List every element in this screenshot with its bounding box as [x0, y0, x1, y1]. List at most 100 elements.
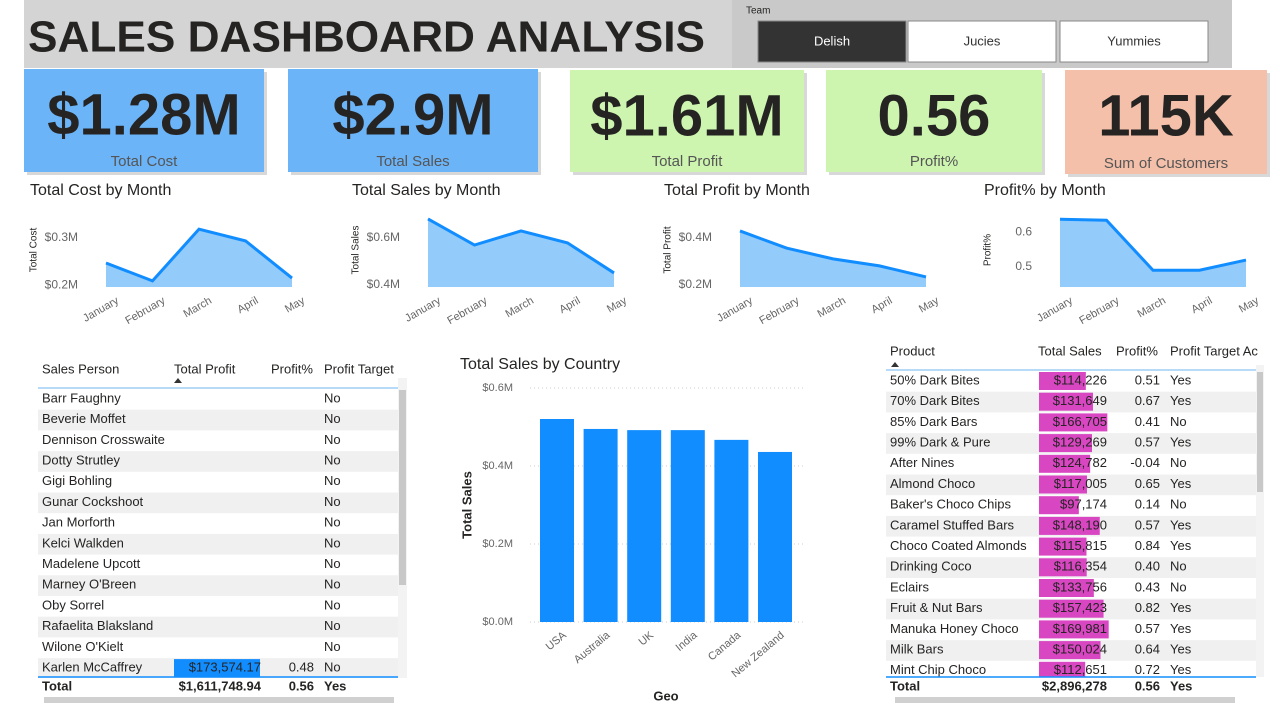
kpi-value: $1.28M: [47, 82, 240, 147]
data-bar: [1039, 558, 1087, 577]
data-bar: [174, 659, 260, 678]
cell: Caramel Stuffed Bars: [890, 517, 1015, 532]
y-tick-label: $0.6M: [482, 382, 513, 394]
kpi-label: Total Profit: [652, 153, 724, 170]
column-header: Profit%: [271, 361, 313, 376]
cell: 0.57: [1135, 435, 1160, 450]
column-header: Total Profit: [174, 361, 236, 376]
cell: 0.40: [1135, 559, 1160, 574]
total-cell: $1,611,748.94: [179, 678, 262, 693]
total-cell: 0.56: [289, 678, 314, 693]
y-axis-label: Total Sales: [459, 471, 474, 539]
cell: $97,174: [1060, 497, 1107, 512]
cell: Eclairs: [890, 579, 930, 594]
cell: 50% Dark Bites: [890, 372, 980, 387]
x-tick-label: February: [123, 294, 168, 327]
bar: [627, 430, 662, 622]
cell: After Nines: [890, 455, 955, 470]
cell: $129,269: [1053, 435, 1107, 450]
chart-title: Profit% by Month: [984, 182, 1106, 199]
chart-title: Total Sales by Month: [352, 182, 501, 199]
x-tick-label: January: [1035, 294, 1075, 324]
cell: Yes: [1170, 372, 1192, 387]
cell: 0.57: [1135, 621, 1160, 636]
cell: Oby Sorrel: [42, 597, 104, 612]
data-bar: [1039, 454, 1091, 473]
total-cell: Total: [42, 678, 72, 693]
cell: Mint Chip Choco: [890, 662, 986, 677]
cell: 99% Dark & Pure: [890, 435, 990, 450]
slicer-label: Team: [746, 6, 770, 17]
cell: No: [324, 660, 341, 675]
x-tick-label: May: [283, 294, 307, 315]
cell: Yes: [1170, 621, 1192, 636]
cell: No: [324, 597, 341, 612]
cell: No: [1170, 579, 1187, 594]
cell: $114,226: [1054, 372, 1107, 387]
data-bar: [1039, 372, 1086, 390]
slicer-option: Delish: [814, 33, 850, 48]
bar: [714, 439, 749, 622]
cell: No: [324, 639, 341, 654]
x-tick-label: March: [1135, 295, 1167, 321]
cell: 0.67: [1135, 393, 1160, 408]
cell: No: [324, 453, 341, 468]
x-tick-label: April: [1189, 295, 1214, 316]
cell: Dotty Strutley: [42, 453, 121, 468]
column-header: Product: [890, 343, 935, 358]
slicer-button[interactable]: Yummies: [1059, 20, 1209, 63]
x-tick-label: April: [235, 295, 260, 316]
cell: 70% Dark Bites: [890, 393, 980, 408]
kpi-label: Sum of Customers: [1104, 155, 1228, 172]
column-header: Profit Target: [324, 361, 394, 376]
row-band: [38, 492, 398, 514]
cell: 0.82: [1135, 600, 1160, 615]
y-tick-label: $0.2M: [482, 538, 513, 550]
cell: $115,815: [1054, 538, 1107, 553]
slicer-button[interactable]: Jucies: [907, 20, 1057, 63]
total-cell: Yes: [1170, 678, 1192, 693]
line: [1059, 217, 1247, 272]
kpi-card: [570, 70, 804, 172]
cell: Yes: [1170, 662, 1192, 677]
data-bar: [1039, 661, 1086, 677]
slicer-button[interactable]: Delish: [757, 20, 907, 63]
cell: No: [324, 473, 341, 488]
slicer-option: Yummies: [1107, 33, 1161, 48]
kpi-label: Total Cost: [111, 153, 179, 170]
x-tick-label: Australia: [572, 629, 613, 666]
row-band: [38, 451, 398, 472]
y-tick-label: $0.4M: [679, 230, 712, 244]
data-bar: [1039, 475, 1087, 494]
data-bar: [1039, 434, 1093, 453]
kpi-label: Total Sales: [376, 153, 449, 170]
cell: 0.65: [1135, 476, 1160, 491]
cell: 0.43: [1135, 579, 1160, 594]
total-cell: $2,896,278: [1042, 678, 1107, 693]
cell: No: [1170, 559, 1187, 574]
x-tick-label: March: [815, 295, 847, 321]
x-tick-label: February: [757, 294, 802, 327]
sort-arrow: [891, 362, 899, 367]
data-bar: [1039, 496, 1079, 515]
cell: Gigi Bohling: [42, 473, 112, 488]
cell: Jan Morforth: [42, 515, 115, 530]
chart-title: Total Profit by Month: [664, 182, 810, 199]
slicer-option: Jucies: [964, 33, 1001, 48]
kpi-card: [24, 69, 264, 172]
cell: Marney O'Breen: [42, 577, 136, 592]
title-band: [24, 0, 732, 68]
cell: No: [324, 494, 341, 509]
x-tick-label: January: [403, 294, 443, 324]
cell: $169,981: [1053, 621, 1107, 636]
row-band: [38, 409, 398, 431]
data-bar: [1039, 392, 1093, 411]
area-fill: [1060, 219, 1246, 287]
kpi-card: [826, 70, 1042, 172]
data-bar: [1039, 413, 1108, 432]
cell: 0.57: [1135, 517, 1160, 532]
cell: $173,574.17: [189, 660, 261, 675]
cell: No: [324, 577, 341, 592]
cell: No: [1170, 455, 1187, 470]
x-tick-label: India: [674, 629, 701, 654]
